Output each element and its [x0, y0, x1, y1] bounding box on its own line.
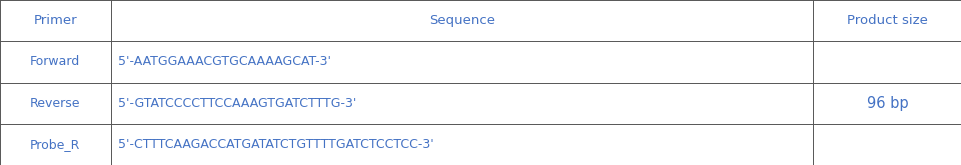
Text: Forward: Forward: [30, 55, 81, 68]
Text: 96 bp: 96 bp: [866, 96, 907, 111]
Text: Probe_R: Probe_R: [30, 138, 81, 151]
Text: Primer: Primer: [34, 14, 77, 27]
Text: 5'-AATGGAAACGTGCAAAAGCAT-3': 5'-AATGGAAACGTGCAAAAGCAT-3': [118, 55, 331, 68]
Text: 5'-GTATCCCCTTCCAAAGTGATCTTTG-3': 5'-GTATCCCCTTCCAAAGTGATCTTTG-3': [118, 97, 357, 110]
Text: Sequence: Sequence: [429, 14, 494, 27]
Text: 5'-CTTTCAAGACCATGATATCTGTTTTGATCTCCTCC-3': 5'-CTTTCAAGACCATGATATCTGTTTTGATCTCCTCC-3…: [118, 138, 433, 151]
Text: Product size: Product size: [846, 14, 927, 27]
Text: Reverse: Reverse: [30, 97, 81, 110]
